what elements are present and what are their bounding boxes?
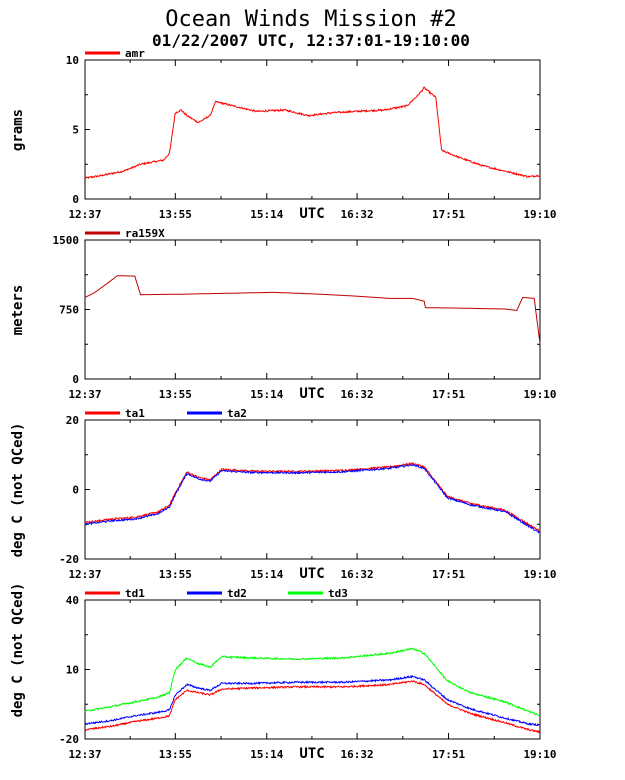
x-tick-label: 12:37: [68, 388, 101, 401]
x-tick-label: 17:51: [432, 388, 465, 401]
x-tick-label: 16:32: [341, 568, 374, 581]
x-tick-label: 13:55: [159, 748, 192, 761]
y-tick-label: -20: [59, 733, 79, 746]
legend-label-td2: td2: [227, 587, 247, 600]
plot-frame-3: [84, 419, 541, 560]
chart-title: Ocean Winds Mission #2: [165, 7, 456, 32]
x-axis-label: UTC: [299, 566, 324, 582]
legend-label-ra159X: ra159X: [125, 227, 165, 240]
plot-frame-4: [84, 599, 541, 740]
y-tick-label: 0: [72, 373, 79, 386]
series-line-ta1: [84, 461, 541, 533]
x-tick-label: 16:32: [341, 748, 374, 761]
series-line-amr: [84, 86, 541, 180]
x-tick-label: 12:37: [68, 208, 101, 221]
x-tick-label: 16:32: [341, 388, 374, 401]
x-tick-label: 13:55: [159, 388, 192, 401]
y-axis-label: grams: [10, 109, 26, 151]
chart-subtitle: 01/22/2007 UTC, 12:37:01-19:10:00: [152, 31, 470, 50]
x-tick-label: 13:55: [159, 568, 192, 581]
x-tick-label: 12:37: [68, 568, 101, 581]
y-axis-label: deg C (not QCed): [10, 583, 26, 718]
series-line-ta2: [84, 463, 541, 534]
x-tick-label: 15:14: [250, 208, 283, 221]
x-tick-label: 15:14: [250, 568, 283, 581]
y-tick-label: 10: [66, 664, 79, 677]
plot-frame-2: [84, 239, 541, 380]
x-tick-label: 17:51: [432, 208, 465, 221]
legend-label-ta1: ta1: [125, 407, 145, 420]
y-tick-label: 1500: [53, 234, 80, 247]
x-tick-label: 19:10: [523, 208, 556, 221]
x-tick-label: 19:10: [523, 748, 556, 761]
legend-label-amr: amr: [125, 47, 145, 60]
x-axis-label: UTC: [299, 386, 324, 402]
y-tick-label: -20: [59, 553, 79, 566]
y-tick-label: 20: [66, 414, 79, 427]
x-tick-label: 15:14: [250, 388, 283, 401]
legend-label-td1: td1: [125, 587, 145, 600]
y-tick-label: 5: [72, 124, 79, 137]
legend-label-ta2: ta2: [227, 407, 247, 420]
y-tick-label: 750: [59, 304, 79, 317]
series-line-td3: [84, 647, 541, 717]
x-tick-label: 16:32: [341, 208, 374, 221]
x-axis-label: UTC: [299, 746, 324, 762]
x-tick-label: 15:14: [250, 748, 283, 761]
y-tick-label: 0: [72, 484, 79, 497]
panels: 0 5 10 12:37 13:55 15:14 16:32 17:51 19:10 UTC gra…: [10, 47, 557, 762]
y-axis-label: deg C (not QCed): [10, 423, 26, 558]
x-axis-label: UTC: [299, 206, 324, 222]
legend-label-td3: td3: [328, 587, 348, 600]
y-tick-label: 10: [66, 54, 79, 67]
x-tick-label: 17:51: [432, 568, 465, 581]
series-line-td1: [84, 680, 541, 734]
y-axis-label: meters: [10, 285, 26, 336]
y-tick-label: 0: [72, 193, 79, 206]
x-tick-label: 17:51: [432, 748, 465, 761]
y-tick-label: 40: [66, 594, 79, 607]
x-tick-label: 13:55: [159, 208, 192, 221]
x-tick-label: 19:10: [523, 568, 556, 581]
x-tick-label: 12:37: [68, 748, 101, 761]
plot-frame-1: [84, 59, 541, 200]
series-line-td2: [84, 674, 541, 727]
series-line-ra159X: [84, 275, 541, 344]
x-tick-label: 19:10: [523, 388, 556, 401]
